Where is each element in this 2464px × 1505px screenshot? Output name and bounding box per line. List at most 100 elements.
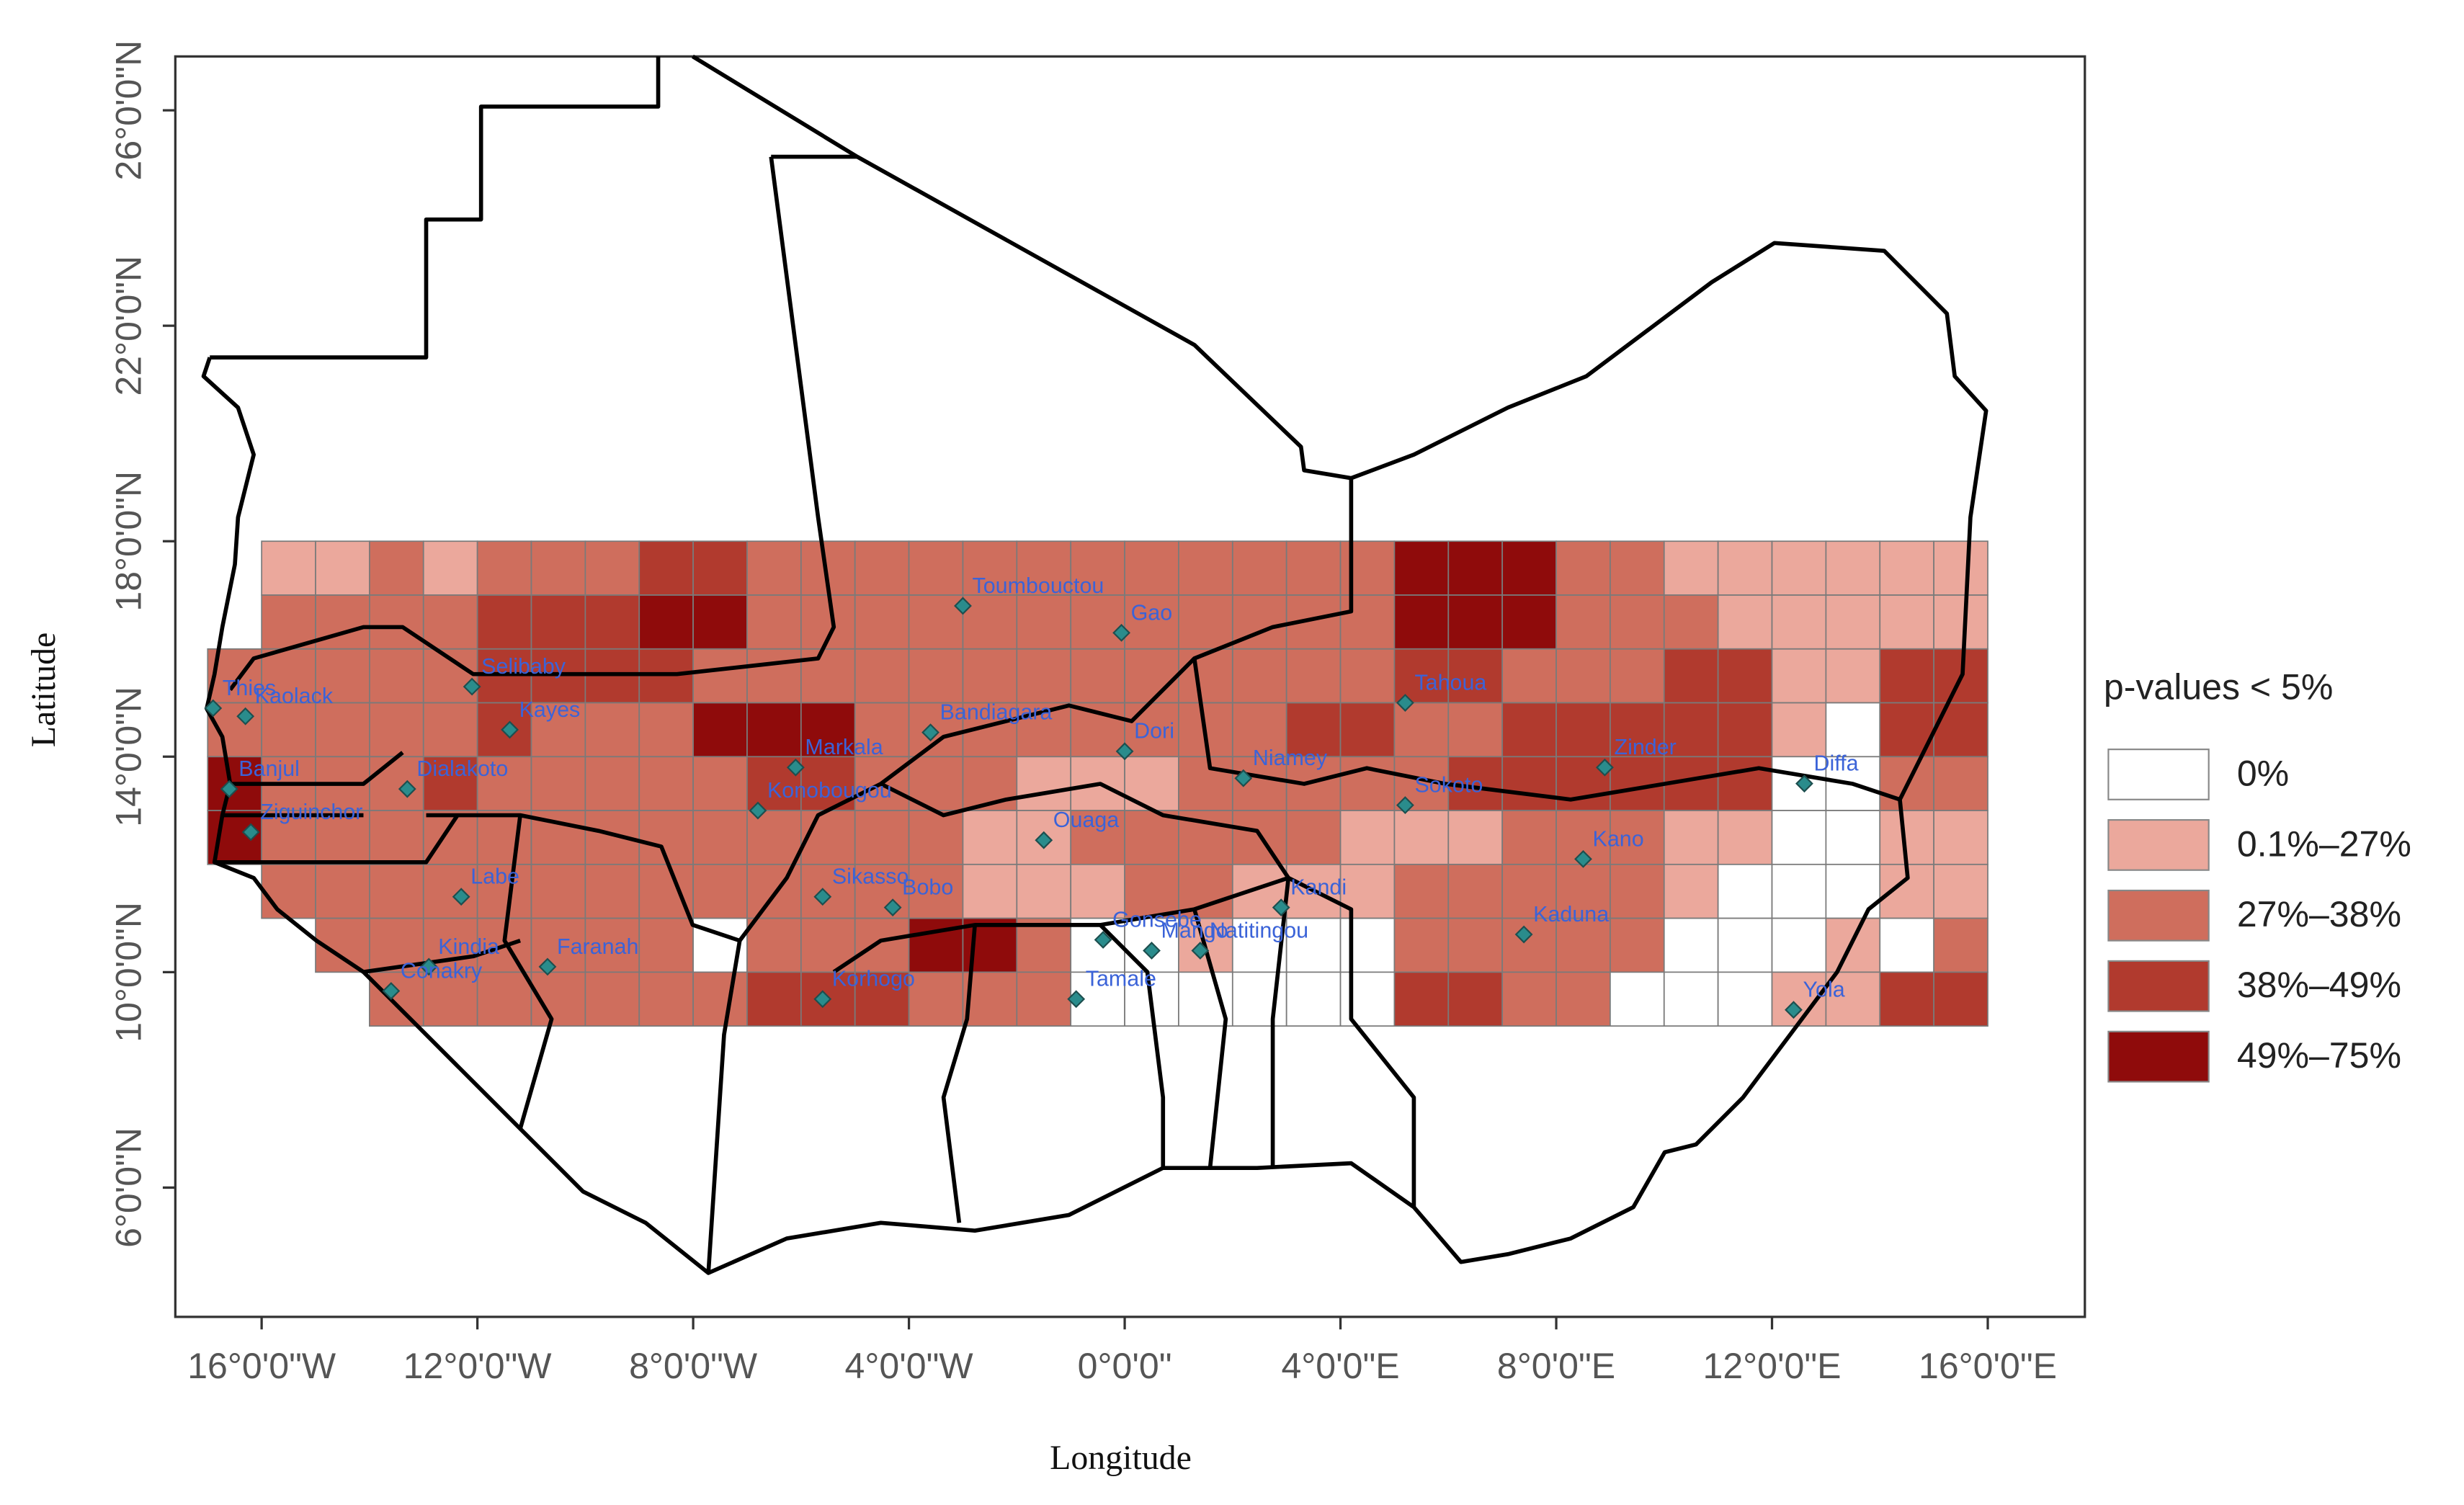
grid-cell (315, 917, 370, 973)
grid-cell (1879, 648, 1934, 704)
grid-cell (369, 540, 424, 596)
grid-cell (1501, 594, 1557, 650)
grid-cell (962, 594, 1018, 650)
grid-cell (962, 648, 1018, 704)
grid-cell (692, 594, 748, 650)
grid-cell (1178, 756, 1233, 811)
grid-cell (1663, 810, 1719, 865)
y-tick-label: 10°0'0"N (109, 902, 149, 1042)
legend-swatch (2107, 1030, 2210, 1083)
grid-cell (1501, 863, 1557, 919)
grid-cell (1070, 540, 1125, 596)
grid-cell (476, 810, 532, 865)
grid-cell (800, 863, 856, 919)
legend-label: 27%–38% (2237, 894, 2401, 934)
grid-cell (1501, 756, 1557, 811)
city-label: Ziguinchor (260, 800, 362, 824)
grid-cell (1393, 863, 1450, 919)
grid-cell (854, 648, 910, 704)
grid-cell (1070, 594, 1125, 650)
city-label: Tahoua (1414, 670, 1486, 695)
grid-cell (1717, 863, 1773, 919)
grid-cell (1285, 756, 1342, 811)
cell-layer (207, 540, 1988, 1027)
city-marker (813, 990, 832, 1009)
grid-cell (1879, 540, 1934, 596)
burkina-border (832, 782, 1291, 974)
grid-cell (1933, 756, 1988, 811)
grid-cell (1717, 810, 1773, 865)
grid-cell (1717, 702, 1773, 758)
city-label: Kandi (1290, 875, 1347, 900)
city-marker (419, 957, 438, 976)
grid-cell (1825, 863, 1881, 919)
city-label: Ouaga (1053, 808, 1119, 832)
x-tick-label: 12°0'0"W (403, 1346, 553, 1386)
city-label: Yola (1803, 978, 1845, 1002)
grid-cell (1070, 648, 1125, 704)
grid-cell (1016, 971, 1072, 1027)
grid-cell (1610, 917, 1665, 973)
grid-cell (1879, 917, 1934, 973)
city-marker (1574, 849, 1592, 868)
city-label: Natitingou (1210, 918, 1308, 942)
mauritania-border (210, 56, 661, 359)
city-marker (236, 707, 255, 725)
y-tick-label: 22°0'0"N (109, 256, 149, 396)
grid-cell (1339, 702, 1396, 758)
city-marker (749, 801, 767, 820)
city-marker (921, 723, 939, 742)
grid-cell (1016, 756, 1072, 811)
city-marker (1094, 931, 1112, 949)
city-marker (538, 957, 557, 976)
grid-cell (1339, 971, 1396, 1027)
grid-cell (1555, 702, 1611, 758)
city-label: Mango (1161, 918, 1228, 942)
grid-cell (315, 594, 370, 650)
grid-cell (1933, 540, 1988, 596)
grid-cell (1717, 917, 1773, 973)
grid-cell (1070, 810, 1125, 865)
grid-cell (1825, 594, 1881, 650)
grid-cell (1879, 971, 1934, 1027)
grid-cell (1393, 971, 1450, 1027)
city-label: Dori (1134, 719, 1174, 743)
y-tick-label: 26°0'0"N (109, 40, 149, 181)
grid-cell (1447, 917, 1504, 973)
grid-cell (1501, 540, 1557, 596)
grid-cell (584, 863, 640, 919)
city-label: Thies (223, 676, 276, 700)
grid-cell (369, 863, 424, 919)
grid-cell (746, 648, 802, 704)
grid-cell (1124, 648, 1179, 704)
grid-cell (908, 594, 964, 650)
grid-cell (1933, 810, 1988, 865)
grid-cell (1339, 756, 1396, 811)
grid-cell (1663, 648, 1719, 704)
grid-cell (692, 648, 748, 704)
city-label: Konobougou (767, 778, 892, 803)
x-tick-label: 16°0'0"E (1919, 1346, 2057, 1386)
grid-cell (422, 702, 478, 758)
city-label: Sokoto (1414, 773, 1483, 798)
grid-cell (1285, 540, 1342, 596)
grid-cell (908, 971, 964, 1027)
legend-label: 0% (2237, 753, 2289, 793)
grid-cell (908, 810, 964, 865)
grid-cell (746, 702, 802, 758)
grid-cell (962, 810, 1018, 865)
grid-cell (1124, 702, 1179, 758)
grid-cell (1771, 917, 1827, 973)
grid-cell (1663, 702, 1719, 758)
city-label: Niamey (1253, 746, 1328, 770)
legend-swatch (2107, 818, 2210, 871)
grid-cell (1393, 594, 1450, 650)
grid-cell (584, 540, 640, 596)
grid-cell (1555, 971, 1611, 1027)
grid-cell (261, 702, 316, 758)
city-marker (1795, 774, 1813, 793)
grid-cell (261, 594, 316, 650)
grid-cell (1717, 756, 1773, 811)
axes: 16°0'0"W 12°0'0"W 8°0'0"W 4°0'0"W 0°0'0" 4°0'… (109, 40, 2057, 1386)
